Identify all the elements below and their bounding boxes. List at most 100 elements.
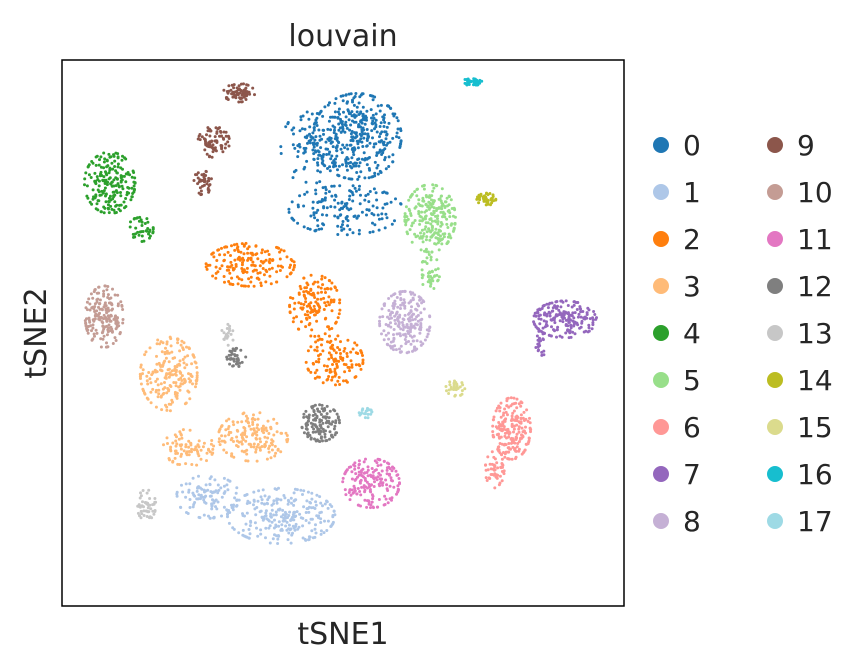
cluster-3-point: [245, 452, 249, 456]
cluster-2-point: [254, 253, 258, 256]
cluster-11-point: [383, 494, 387, 498]
cluster-1-point: [287, 531, 291, 535]
cluster-6-point: [515, 397, 519, 401]
cluster-7-point: [554, 314, 558, 318]
cluster-5-point: [433, 231, 437, 235]
cluster-10-point: [88, 302, 92, 306]
cluster-10-point: [116, 321, 120, 325]
cluster-0-point: [352, 103, 356, 107]
cluster-7-point: [578, 305, 582, 309]
cluster-3-point: [177, 437, 181, 441]
cluster-7-point: [545, 314, 549, 318]
cluster-0-point: [399, 139, 403, 143]
cluster-5-point: [449, 198, 453, 202]
cluster-10-point: [93, 317, 97, 321]
cluster-7-point: [569, 326, 573, 330]
cluster-2-point: [220, 264, 224, 268]
cluster-3-point: [174, 439, 178, 443]
cluster-5-point: [433, 242, 437, 246]
cluster-2-point: [246, 247, 250, 251]
cluster-0-point: [382, 125, 386, 128]
cluster-0-point: [364, 114, 368, 118]
cluster-0-point: [352, 153, 356, 157]
cluster-3-point: [269, 425, 273, 429]
cluster-4-point: [140, 234, 144, 238]
cluster-1-point: [203, 500, 207, 504]
cluster-2-point: [230, 244, 233, 248]
cluster-3-point: [145, 374, 149, 378]
cluster-7-point: [535, 334, 539, 338]
cluster-15-point: [454, 386, 458, 390]
cluster-1-point: [260, 501, 264, 505]
cluster-4-point: [95, 202, 99, 206]
cluster-3-point: [245, 435, 249, 439]
cluster-4-point: [104, 192, 108, 196]
cluster-0-point: [391, 153, 395, 157]
cluster-6-point: [502, 451, 505, 454]
cluster-2-point: [236, 257, 240, 261]
cluster-0-point: [372, 145, 376, 149]
cluster-0-point: [368, 141, 372, 145]
cluster-2-point: [291, 296, 295, 300]
cluster-3-point: [256, 417, 260, 421]
cluster-0-point: [379, 103, 383, 107]
cluster-2-point: [336, 334, 340, 338]
cluster-3-point: [155, 342, 159, 346]
cluster-12-point: [306, 419, 310, 423]
cluster-2-point: [313, 313, 317, 317]
cluster-8-point: [418, 298, 422, 302]
cluster-3-point: [146, 382, 150, 386]
cluster-8-point: [412, 339, 415, 343]
cluster-7-point: [591, 316, 595, 320]
cluster-0-points: [279, 92, 403, 237]
cluster-2-point: [211, 251, 215, 255]
cluster-7-point: [579, 307, 583, 311]
cluster-3-point: [285, 440, 289, 444]
cluster-0-point: [329, 205, 333, 209]
cluster-3-point: [141, 368, 145, 372]
legend-marker-16: [767, 466, 783, 482]
cluster-1-point: [289, 541, 293, 545]
cluster-0-point: [364, 194, 368, 198]
legend-label-0: 0: [683, 129, 701, 162]
cluster-0-point: [339, 213, 343, 217]
cluster-12-point: [310, 425, 314, 429]
cluster-0-point: [354, 132, 358, 136]
cluster-9-point: [219, 144, 223, 147]
cluster-7-point: [561, 317, 565, 321]
cluster-0-point: [373, 95, 377, 99]
cluster-6-point: [491, 418, 495, 422]
cluster-4-point: [107, 177, 111, 181]
cluster-1-point: [313, 507, 317, 510]
cluster-17-point: [369, 412, 373, 416]
cluster-3-point: [220, 434, 224, 438]
cluster-4-point: [114, 176, 118, 180]
cluster-0-point: [310, 112, 314, 116]
cluster-1-point: [260, 498, 264, 502]
cluster-3-point: [217, 437, 221, 441]
cluster-11-point: [377, 458, 381, 461]
cluster-12-point: [323, 432, 327, 436]
cluster-2-point: [304, 300, 308, 304]
cluster-0-point: [346, 147, 350, 151]
cluster-6-point: [515, 406, 519, 410]
cluster-2-point: [317, 334, 321, 338]
cluster-2-point: [261, 267, 265, 270]
cluster-10-point: [121, 318, 125, 321]
cluster-0-point: [287, 207, 291, 211]
cluster-7-point: [548, 311, 552, 315]
cluster-8-point: [380, 307, 384, 311]
cluster-12-point: [235, 360, 239, 364]
cluster-11-point: [363, 490, 367, 494]
cluster-2-point: [351, 347, 355, 351]
cluster-8-point: [389, 346, 393, 350]
cluster-10-point: [97, 285, 101, 289]
cluster-5-point: [430, 198, 433, 202]
cluster-0-point: [349, 139, 353, 142]
cluster-1-point: [273, 487, 277, 491]
cluster-12-point: [335, 412, 339, 416]
cluster-2-point: [262, 273, 266, 277]
cluster-1-point: [231, 508, 235, 512]
cluster-3-point: [186, 354, 190, 358]
cluster-2-point: [278, 250, 282, 254]
